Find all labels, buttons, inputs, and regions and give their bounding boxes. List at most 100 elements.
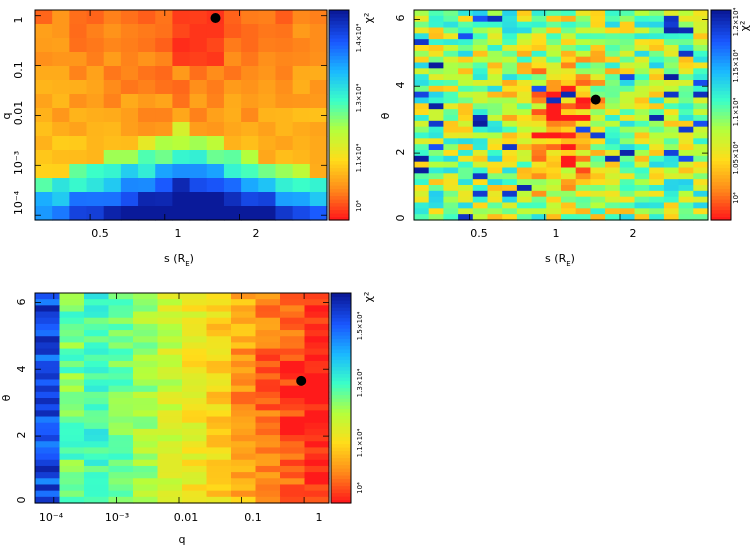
heatmap-cell [663,45,680,52]
heatmap-cell [443,39,459,46]
heatmap-cell [133,428,159,436]
heatmap-cell [255,472,281,479]
heatmap-cell [634,91,650,99]
heatmap-cell [35,342,61,350]
heatmap-cell [35,330,61,337]
heatmap-cell [304,311,330,319]
heatmap-cell [414,120,430,128]
heatmap-cell [275,150,294,165]
heatmap-cell [693,50,709,58]
heatmap-cell [304,317,330,325]
heatmap-cell [502,144,518,151]
heatmap-cell [575,68,591,75]
colorbar-tick-label: 1.3×10⁴ [356,368,364,397]
heatmap-cell [52,192,70,207]
heatmap-cell [304,348,330,356]
heatmap-cell [206,478,232,486]
heatmap-cell [206,164,225,179]
heatmap-cell [103,94,122,109]
heatmap-cell [561,196,577,204]
heatmap-cell [634,97,650,104]
heatmap-cell [182,348,208,356]
best-fit-marker [210,13,221,23]
heatmap-cell [678,208,694,215]
heatmap-cell [309,122,328,137]
heatmap-cell [182,422,208,430]
heatmap-cell [605,80,621,87]
colorbar-segment [331,471,351,476]
heatmap-cell [241,164,259,179]
heatmap-cell [108,348,134,356]
heatmap-cell [280,422,306,430]
colorbar-segment [329,132,349,137]
heatmap-cell [255,317,281,325]
heatmap-cell [634,214,650,221]
heatmap-cell [575,74,591,81]
heatmap-cell [472,138,489,145]
heatmap-cell [693,214,709,221]
heatmap-cell [241,66,259,81]
heatmap-cell [472,103,489,110]
heatmap-cell [502,196,518,204]
heatmap-cell [443,27,459,34]
heatmap-cell [231,490,257,498]
heatmap-cell [678,167,694,174]
heatmap-cell [605,155,621,163]
heatmap-cell [108,373,134,381]
heatmap-cell [108,311,134,319]
heatmap-cell [678,196,694,204]
heatmap-cell [487,85,503,93]
heatmap-cell [309,192,328,207]
best-fit-marker [296,375,307,386]
heatmap-cell [103,206,122,221]
heatmap-cell [280,428,306,436]
heatmap-cell [458,45,474,52]
heatmap-cell [292,38,311,53]
heatmap-cell [516,68,533,75]
heatmap-cell [546,68,562,75]
colorbar-segment [711,199,731,204]
heatmap-cell [157,404,183,411]
heatmap-cell [255,441,281,449]
heatmap-cell [84,459,110,467]
heatmap-cell [414,109,430,116]
heatmap-cell [258,206,277,221]
colorbar-segment [331,415,351,420]
heatmap-cell [84,367,110,374]
heatmap-cell [516,173,533,180]
colorbar-segment [331,426,351,431]
heatmap-cell [108,342,134,350]
heatmap-cell [663,97,680,104]
axis-subscript: E [566,260,570,268]
heatmap-cell [502,68,518,75]
heatmap-cell [414,33,430,40]
heatmap-cell [487,144,503,151]
heatmap-cell [634,150,650,157]
heatmap-cell [663,68,680,75]
heatmap-cell [182,299,208,306]
heatmap-cell [84,293,110,300]
heatmap-cell [206,422,232,430]
heatmap-cell [182,435,208,442]
colorbar-segment [329,55,349,60]
heatmap-cell [206,398,232,405]
colorbar-segment [329,202,349,207]
heatmap-cell [255,478,281,486]
colorbar-segment [331,499,351,504]
heatmap-cell [108,367,134,374]
heatmap-cell [531,21,547,29]
heatmap-cell [108,447,134,455]
heatmap-cell [172,164,191,179]
heatmap-cell [428,21,444,29]
heatmap-cell [255,422,281,430]
heatmap-cell [575,50,591,58]
heatmap-cell [304,484,330,492]
heatmap-cell [663,150,680,157]
heatmap-cell [35,453,61,461]
heatmap-cell [84,336,110,344]
heatmap-cell [59,354,85,362]
colorbar-segment [711,34,731,39]
heatmap-cell [255,311,281,319]
heatmap-cell [561,68,577,75]
